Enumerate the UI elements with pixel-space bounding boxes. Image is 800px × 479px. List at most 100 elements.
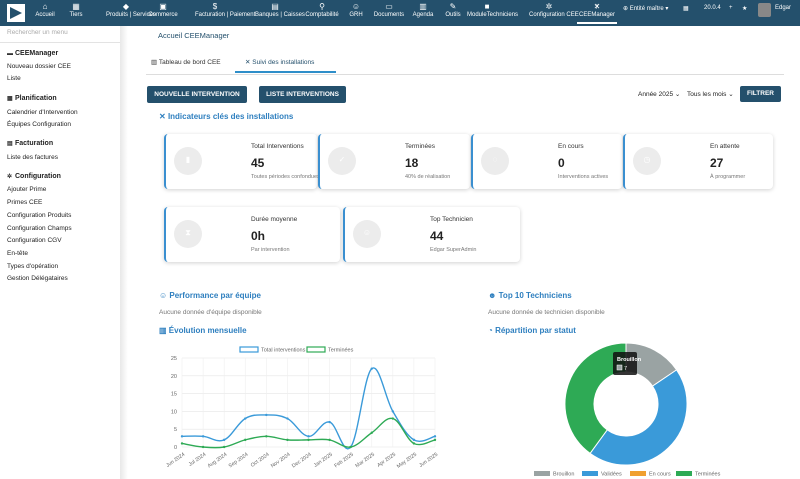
tabs-divider bbox=[146, 74, 784, 75]
clock-icon: ◷ bbox=[633, 147, 661, 175]
kpi-value: 18 bbox=[405, 156, 419, 170]
sidebar-item-liste[interactable]: Liste bbox=[7, 75, 21, 82]
data-point bbox=[244, 417, 247, 420]
nav-item-3[interactable]: ▣ Commerce bbox=[143, 2, 183, 24]
sidebar-item-config-cgv[interactable]: Configuration CGV bbox=[7, 237, 62, 244]
entity-selector[interactable]: ⊕ Entité maître ▾ bbox=[623, 6, 669, 12]
data-point bbox=[391, 410, 395, 413]
nav-item-4[interactable]: $ Facturation | Paiement bbox=[195, 2, 255, 24]
nav-item-8[interactable]: ▭ Documents bbox=[369, 2, 409, 24]
kpi-sub: Interventions actives bbox=[558, 174, 609, 180]
folder-icon: ▭ bbox=[385, 2, 393, 11]
help-icon[interactable]: ? bbox=[595, 5, 599, 11]
evolution-title: ▥ Évolution mensuelle bbox=[159, 326, 247, 335]
sidebar-item-types-operation[interactable]: Types d'opération bbox=[7, 263, 59, 270]
nav-item-7[interactable]: ☺ GRH bbox=[336, 2, 376, 24]
nav-item-6[interactable]: ⚲ Comptabilité bbox=[302, 2, 342, 24]
month-select[interactable]: Tous les mois ⌄ bbox=[687, 91, 734, 98]
users-icon: ☺ bbox=[351, 2, 361, 11]
x-tick-label: Feb 2025 bbox=[333, 452, 354, 470]
plus-icon[interactable]: + bbox=[729, 5, 733, 11]
sidebar-item-new-dossier[interactable]: Nouveau dossier CEE bbox=[7, 63, 71, 70]
data-point bbox=[244, 438, 247, 442]
kpi-sub: Toutes périodes confondues bbox=[251, 174, 320, 180]
kpi-card-en-attente: ◷ En attente 27 À programmer bbox=[623, 134, 773, 189]
pie-slice-validées bbox=[589, 369, 688, 466]
user-name[interactable]: Edgar bbox=[775, 5, 792, 11]
building-icon: ▦ bbox=[72, 2, 80, 11]
nav-item-5[interactable]: ▤ Banques | Caisses bbox=[255, 2, 305, 24]
data-point bbox=[222, 445, 226, 449]
nav-item-11[interactable]: ■ ModuleTechniciens bbox=[467, 2, 518, 24]
sidebar-section-configuration[interactable]: ✲ Configuration bbox=[7, 173, 61, 180]
sidebar-item-ajouter-prime[interactable]: Ajouter Prime bbox=[7, 186, 47, 193]
sidebar-item-factures[interactable]: Liste des factures bbox=[7, 154, 58, 161]
print-icon[interactable]: ▦ bbox=[683, 6, 689, 12]
tab-installations[interactable]: ✕ Suivi des installations bbox=[245, 59, 315, 66]
avatar[interactable] bbox=[758, 3, 771, 17]
x-tick-label: Mar 2025 bbox=[354, 452, 375, 470]
kpi-value: 44 bbox=[430, 229, 444, 243]
app-logo[interactable] bbox=[6, 3, 26, 23]
kpi-value: 0h bbox=[251, 229, 266, 243]
sidebar-item-config-champs[interactable]: Configuration Champs bbox=[7, 225, 72, 232]
y-tick-label: 10 bbox=[171, 409, 177, 415]
user-icon: ☻ bbox=[488, 291, 499, 300]
year-select[interactable]: Année 2025 ⌄ bbox=[638, 91, 681, 98]
x-tick-label: Sep 2024 bbox=[228, 452, 250, 470]
nav-item-13[interactable]: ✕ CEEManager bbox=[577, 2, 617, 24]
x-tick-label: Nov 2024 bbox=[270, 452, 292, 470]
sidebar-item-primes[interactable]: Primes CEE bbox=[7, 199, 43, 206]
nav-item-9[interactable]: ▥ Agenda bbox=[403, 2, 443, 24]
data-point bbox=[286, 417, 289, 420]
wrench-icon: ✎ bbox=[449, 2, 457, 11]
legend-swatch bbox=[239, 346, 259, 353]
x-tick-label: Jun 2025 bbox=[418, 452, 439, 469]
data-point bbox=[328, 438, 331, 442]
nav-label: Outils bbox=[445, 12, 461, 18]
nav-label: Documents bbox=[373, 12, 405, 18]
nav-item-12[interactable]: ✲ Configuration CEE bbox=[529, 2, 579, 24]
sidebar-section-planification[interactable]: ▦ Planification bbox=[7, 95, 57, 102]
data-point bbox=[307, 438, 310, 442]
kpi-value: 45 bbox=[251, 156, 265, 170]
data-point bbox=[433, 438, 437, 442]
kpi-label: Total Interventions bbox=[251, 143, 304, 150]
kpi-card-terminees: ✓ Terminées 18 40% de réalisation bbox=[318, 134, 470, 189]
chevron-down-icon: ⌄ bbox=[728, 91, 734, 98]
sidebar-section-ceemanager[interactable]: ▬ CEEManager bbox=[7, 50, 59, 57]
kpi-sub: À programmer bbox=[710, 174, 746, 180]
star-icon[interactable]: ★ bbox=[742, 6, 748, 12]
kpi-sub: Edgar SuperAdmin bbox=[430, 247, 477, 253]
list-interventions-button[interactable]: LISTE INTERVENTIONS bbox=[259, 86, 346, 103]
sidebar-item-en-tete[interactable]: En-tête bbox=[7, 250, 28, 257]
nav-item-10[interactable]: ✎ Outils bbox=[433, 2, 473, 24]
new-intervention-button[interactable]: NOUVELLE INTERVENTION bbox=[147, 86, 247, 103]
nav-label: CEEManager bbox=[578, 12, 616, 18]
tooltip-label: Brouillon bbox=[617, 357, 642, 363]
nav-item-2[interactable]: ◆ Produits | Services bbox=[106, 2, 156, 24]
x-tick-label: May 2025 bbox=[396, 452, 418, 470]
sidebar-item-calendrier[interactable]: Calendrier d'Intervention bbox=[7, 109, 78, 116]
y-tick-label: 20 bbox=[171, 374, 177, 380]
tooltip-value: 7 bbox=[624, 366, 627, 372]
x-tick-label: Jul 2024 bbox=[188, 452, 208, 468]
nav-item-0[interactable]: ⌂ Accueil bbox=[25, 2, 65, 24]
version-label: 20.0.4 bbox=[704, 5, 721, 11]
tab-dashboard[interactable]: ▥ Tableau de bord CEE bbox=[151, 59, 221, 66]
breadcrumb[interactable]: Accueil CEEManager bbox=[158, 31, 230, 40]
sidebar-item-delegataires[interactable]: Gestion Délégataires bbox=[7, 275, 68, 282]
data-point bbox=[265, 413, 268, 417]
sidebar-item-equipes[interactable]: Équipes Configuration bbox=[7, 121, 71, 128]
menu-search-input[interactable]: Rechercher un menu bbox=[7, 29, 68, 36]
x-tick-label: Oct 2024 bbox=[250, 452, 271, 469]
gear-icon: ✲ bbox=[7, 174, 13, 180]
legend-swatch bbox=[582, 471, 598, 476]
sidebar-section-facturation[interactable]: ▤ Facturation bbox=[7, 140, 54, 147]
filter-button[interactable]: FILTRER bbox=[740, 86, 781, 102]
data-point bbox=[433, 435, 437, 438]
y-tick-label: 25 bbox=[171, 356, 177, 362]
sidebar-item-config-produits[interactable]: Configuration Produits bbox=[7, 212, 72, 219]
x-tick-label: Apr 2025 bbox=[376, 452, 397, 469]
nav-item-1[interactable]: ▦ Tiers bbox=[56, 2, 96, 24]
